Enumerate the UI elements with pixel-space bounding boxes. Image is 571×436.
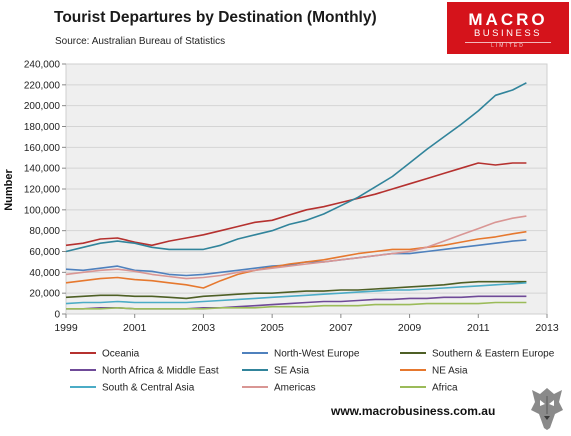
logo-rule <box>465 42 551 43</box>
legend-label-americas: Americas <box>274 383 316 394</box>
legend-label-south-central-asia: South & Central Asia <box>102 383 195 394</box>
x-tick-label: 2011 <box>467 322 490 334</box>
macrobusiness-logo: MACRO BUSINESS LIMITED <box>447 2 569 54</box>
logo-line-1: MACRO <box>468 10 548 29</box>
y-tick-label: 240,000 <box>24 60 61 71</box>
x-tick-label: 1999 <box>54 322 78 334</box>
footer-url: www.macrobusiness.com.au <box>331 404 496 418</box>
y-tick-label: 100,000 <box>24 205 61 216</box>
x-tick-label: 2001 <box>123 322 147 334</box>
y-tick-label: 40,000 <box>29 268 60 279</box>
series-line-south-central-asia <box>65 282 527 305</box>
series-line-ne-asia <box>65 230 527 289</box>
legend-label-southern-eastern-europe: Southern & Eastern Europe <box>432 349 555 360</box>
legend-label-north-africa-middle-east: North Africa & Middle East <box>102 366 219 377</box>
y-tick-label: 20,000 <box>29 289 60 300</box>
legend: Oceania North-West Europe Southern & Easte… <box>70 349 555 394</box>
legend-label-north-west-europe: North-West Europe <box>274 349 360 360</box>
y-axis-ticks: 0 20,000 40,000 60,000 80,000 100,000 120,000 1… <box>24 60 66 321</box>
x-tick-label: 2007 <box>329 322 353 334</box>
wolf-emblem-icon <box>528 384 566 432</box>
y-tick-label: 80,000 <box>29 226 60 237</box>
y-tick-label: 120,000 <box>24 185 61 196</box>
x-tick-label: 2009 <box>398 322 422 334</box>
series-line-africa <box>66 301 527 310</box>
series-line-americas <box>65 215 527 280</box>
series-line-se-asia <box>65 82 527 253</box>
legend-label-ne-asia: NE Asia <box>432 366 468 377</box>
y-tick-label: 220,000 <box>24 80 61 91</box>
series-line-oceania <box>65 162 527 247</box>
y-tick-label: 200,000 <box>24 101 61 112</box>
logo-line-3: LIMITED <box>491 43 525 49</box>
legend-label-africa: Africa <box>432 383 458 394</box>
legend-label-oceania: Oceania <box>102 349 140 360</box>
series-line-southern-eastern-europe <box>65 280 527 300</box>
logo-line-2: BUSINESS <box>473 28 543 39</box>
y-tick-label: 60,000 <box>29 247 60 258</box>
x-tick-label: 2003 <box>192 322 216 334</box>
y-tick-label: 180,000 <box>24 122 61 133</box>
chart-source: Source: Australian Bureau of Statistics <box>55 36 226 47</box>
y-axis-label: Number <box>3 169 15 211</box>
series-lines <box>65 82 527 310</box>
y-tick-label: 140,000 <box>24 164 61 175</box>
legend-label-se-asia: SE Asia <box>274 366 309 377</box>
y-tick-label: 160,000 <box>24 143 61 154</box>
y-tick-label: 0 <box>54 310 60 321</box>
x-axis-ticks: 1999 2001 2003 2005 2007 2009 2011 2013 <box>54 314 559 334</box>
x-tick-label: 2013 <box>535 322 559 334</box>
x-tick-label: 2005 <box>260 322 284 334</box>
chart-title: Tourist Departures by Destination (Month… <box>54 9 377 26</box>
